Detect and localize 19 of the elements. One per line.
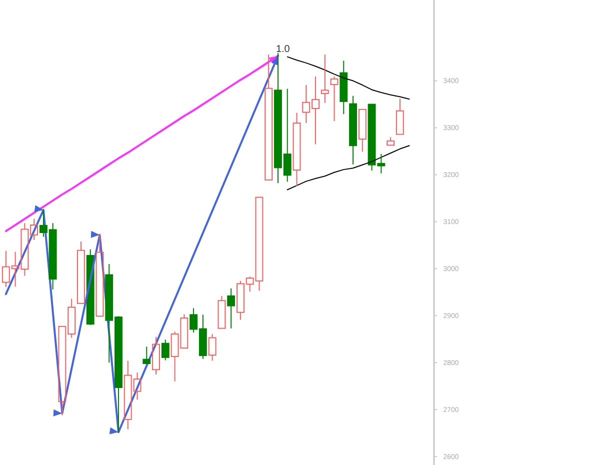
candlestick [208,333,216,362]
candlestick [264,54,273,180]
candlestick [292,112,301,186]
candlestick [320,54,329,104]
candlestick [96,233,104,317]
candlestick [386,136,395,146]
candlestick [330,76,338,122]
candlestick [227,288,236,329]
annotation: 1.0 [276,44,290,55]
line-series [286,145,410,190]
line-series [286,56,410,100]
candlestick [340,60,348,115]
candlestick [152,336,160,375]
candlestick [161,339,170,361]
candlestick [358,108,366,152]
candlestick [349,95,358,165]
candlestick [396,98,404,135]
candlestick [142,346,151,364]
candlestick [76,240,85,304]
